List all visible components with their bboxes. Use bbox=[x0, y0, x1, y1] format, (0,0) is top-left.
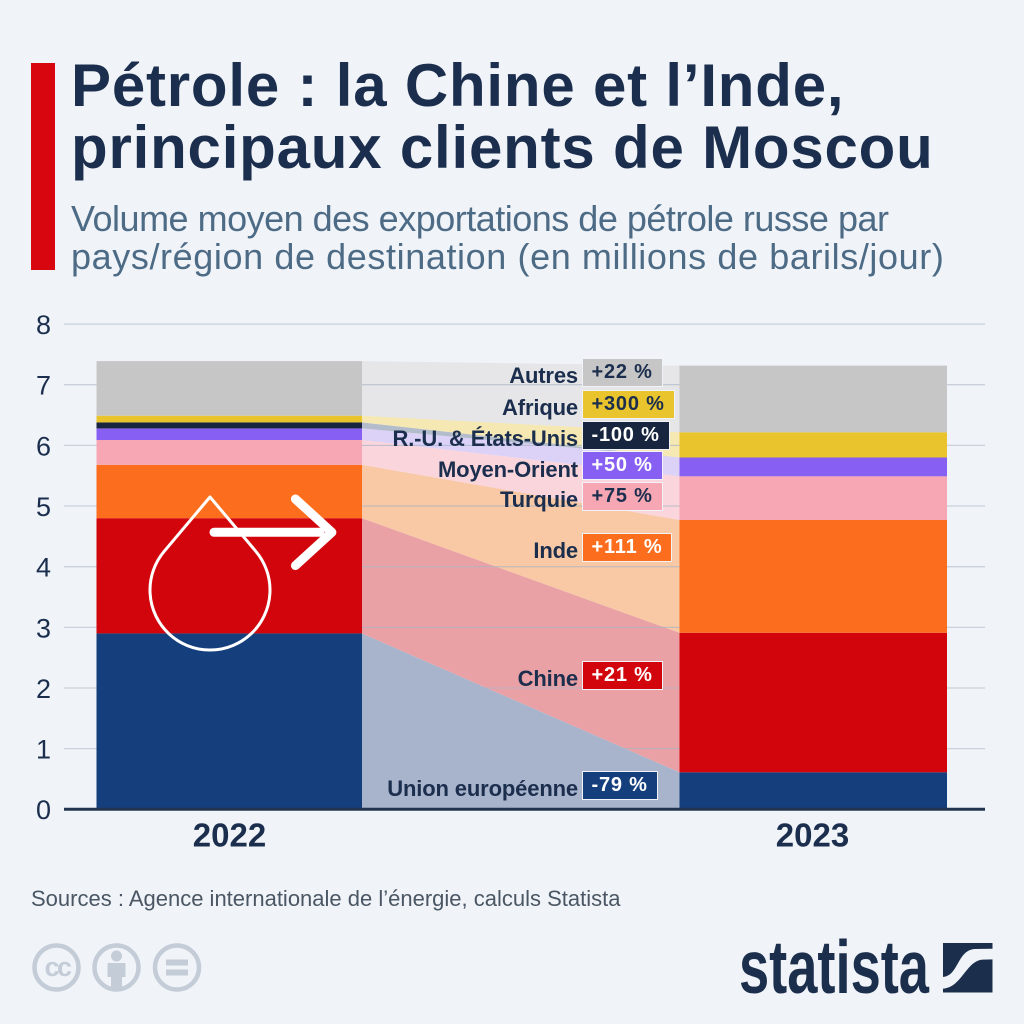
svg-text:2: 2 bbox=[36, 674, 51, 704]
svg-text:3: 3 bbox=[36, 613, 51, 643]
svg-text:7: 7 bbox=[36, 371, 51, 401]
svg-text:5: 5 bbox=[36, 492, 51, 522]
svg-text:6: 6 bbox=[36, 431, 51, 461]
svg-text:8: 8 bbox=[36, 310, 51, 340]
svg-text:4: 4 bbox=[36, 553, 51, 583]
svg-text:0: 0 bbox=[36, 795, 51, 825]
svg-text:2022: 2022 bbox=[193, 816, 266, 853]
svg-text:cc: cc bbox=[44, 952, 72, 982]
svg-text:2023: 2023 bbox=[776, 816, 849, 853]
svg-text:1: 1 bbox=[36, 735, 51, 765]
svg-text:statista: statista bbox=[739, 925, 930, 1005]
